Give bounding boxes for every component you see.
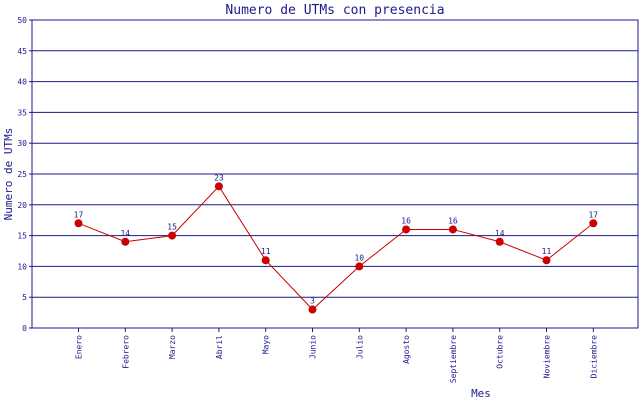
data-label: 3 <box>310 297 315 306</box>
data-point <box>308 305 317 314</box>
x-tick-label: Agosto <box>402 335 411 364</box>
x-tick-label: Septiembre <box>449 335 458 383</box>
y-tick-label: 45 <box>17 47 27 56</box>
data-label: 23 <box>214 173 224 182</box>
data-point <box>168 231 177 240</box>
y-tick-label: 25 <box>17 170 27 179</box>
chart-title: Numero de UTMs con presencia <box>225 3 444 18</box>
y-axis-ticks: 0 5 10 15 20 25 30 35 40 45 50 <box>17 16 32 333</box>
data-labels: 17 14 15 23 11 3 10 16 16 14 11 17 <box>74 173 599 305</box>
series <box>74 182 598 314</box>
x-tick-label: Enero <box>75 335 84 359</box>
gridlines <box>32 50 638 298</box>
data-label: 11 <box>261 247 271 256</box>
y-tick-label: 50 <box>17 16 27 25</box>
data-point <box>261 256 270 265</box>
data-point <box>214 182 223 191</box>
x-tick-label: Julio <box>355 335 364 359</box>
y-tick-label: 35 <box>17 108 27 117</box>
data-point <box>121 237 130 246</box>
data-point <box>448 225 457 234</box>
y-tick-label: 10 <box>17 262 27 271</box>
x-tick-label: Marzo <box>168 335 177 359</box>
x-tick-label: Octubre <box>496 335 505 369</box>
y-tick-label: 40 <box>17 78 27 87</box>
data-label: 16 <box>448 216 458 225</box>
x-tick-label: Diciembre <box>589 335 598 379</box>
x-axis-ticks: Enero Febrero Marzo Abril Mayo Junio Julio Agos… <box>75 328 598 383</box>
x-tick-label: Abril <box>215 335 224 359</box>
y-tick-label: 5 <box>22 293 27 302</box>
data-label: 11 <box>542 247 552 256</box>
data-point <box>355 262 364 271</box>
x-tick-label: Junio <box>309 335 318 359</box>
data-point <box>542 256 551 265</box>
y-tick-label: 30 <box>17 139 27 148</box>
x-tick-label: Noviembre <box>543 335 552 379</box>
data-label: 16 <box>401 216 411 225</box>
y-axis-label: Numero de UTMs <box>2 128 15 221</box>
data-label: 15 <box>167 223 177 232</box>
data-point <box>589 219 598 228</box>
y-tick-label: 15 <box>17 232 27 241</box>
x-tick-label: Mayo <box>262 335 271 354</box>
data-point <box>402 225 411 234</box>
data-point <box>74 219 83 228</box>
y-tick-label: 20 <box>17 201 27 210</box>
y-tick-label: 0 <box>22 324 27 333</box>
data-point <box>495 237 504 246</box>
data-label: 10 <box>354 253 364 262</box>
data-label: 17 <box>74 210 84 219</box>
x-tick-label: Febrero <box>121 335 130 369</box>
data-label: 17 <box>588 210 598 219</box>
data-label: 14 <box>495 229 505 238</box>
data-label: 14 <box>120 229 130 238</box>
x-axis-label: Mes <box>471 387 491 400</box>
series-line <box>78 185 594 311</box>
